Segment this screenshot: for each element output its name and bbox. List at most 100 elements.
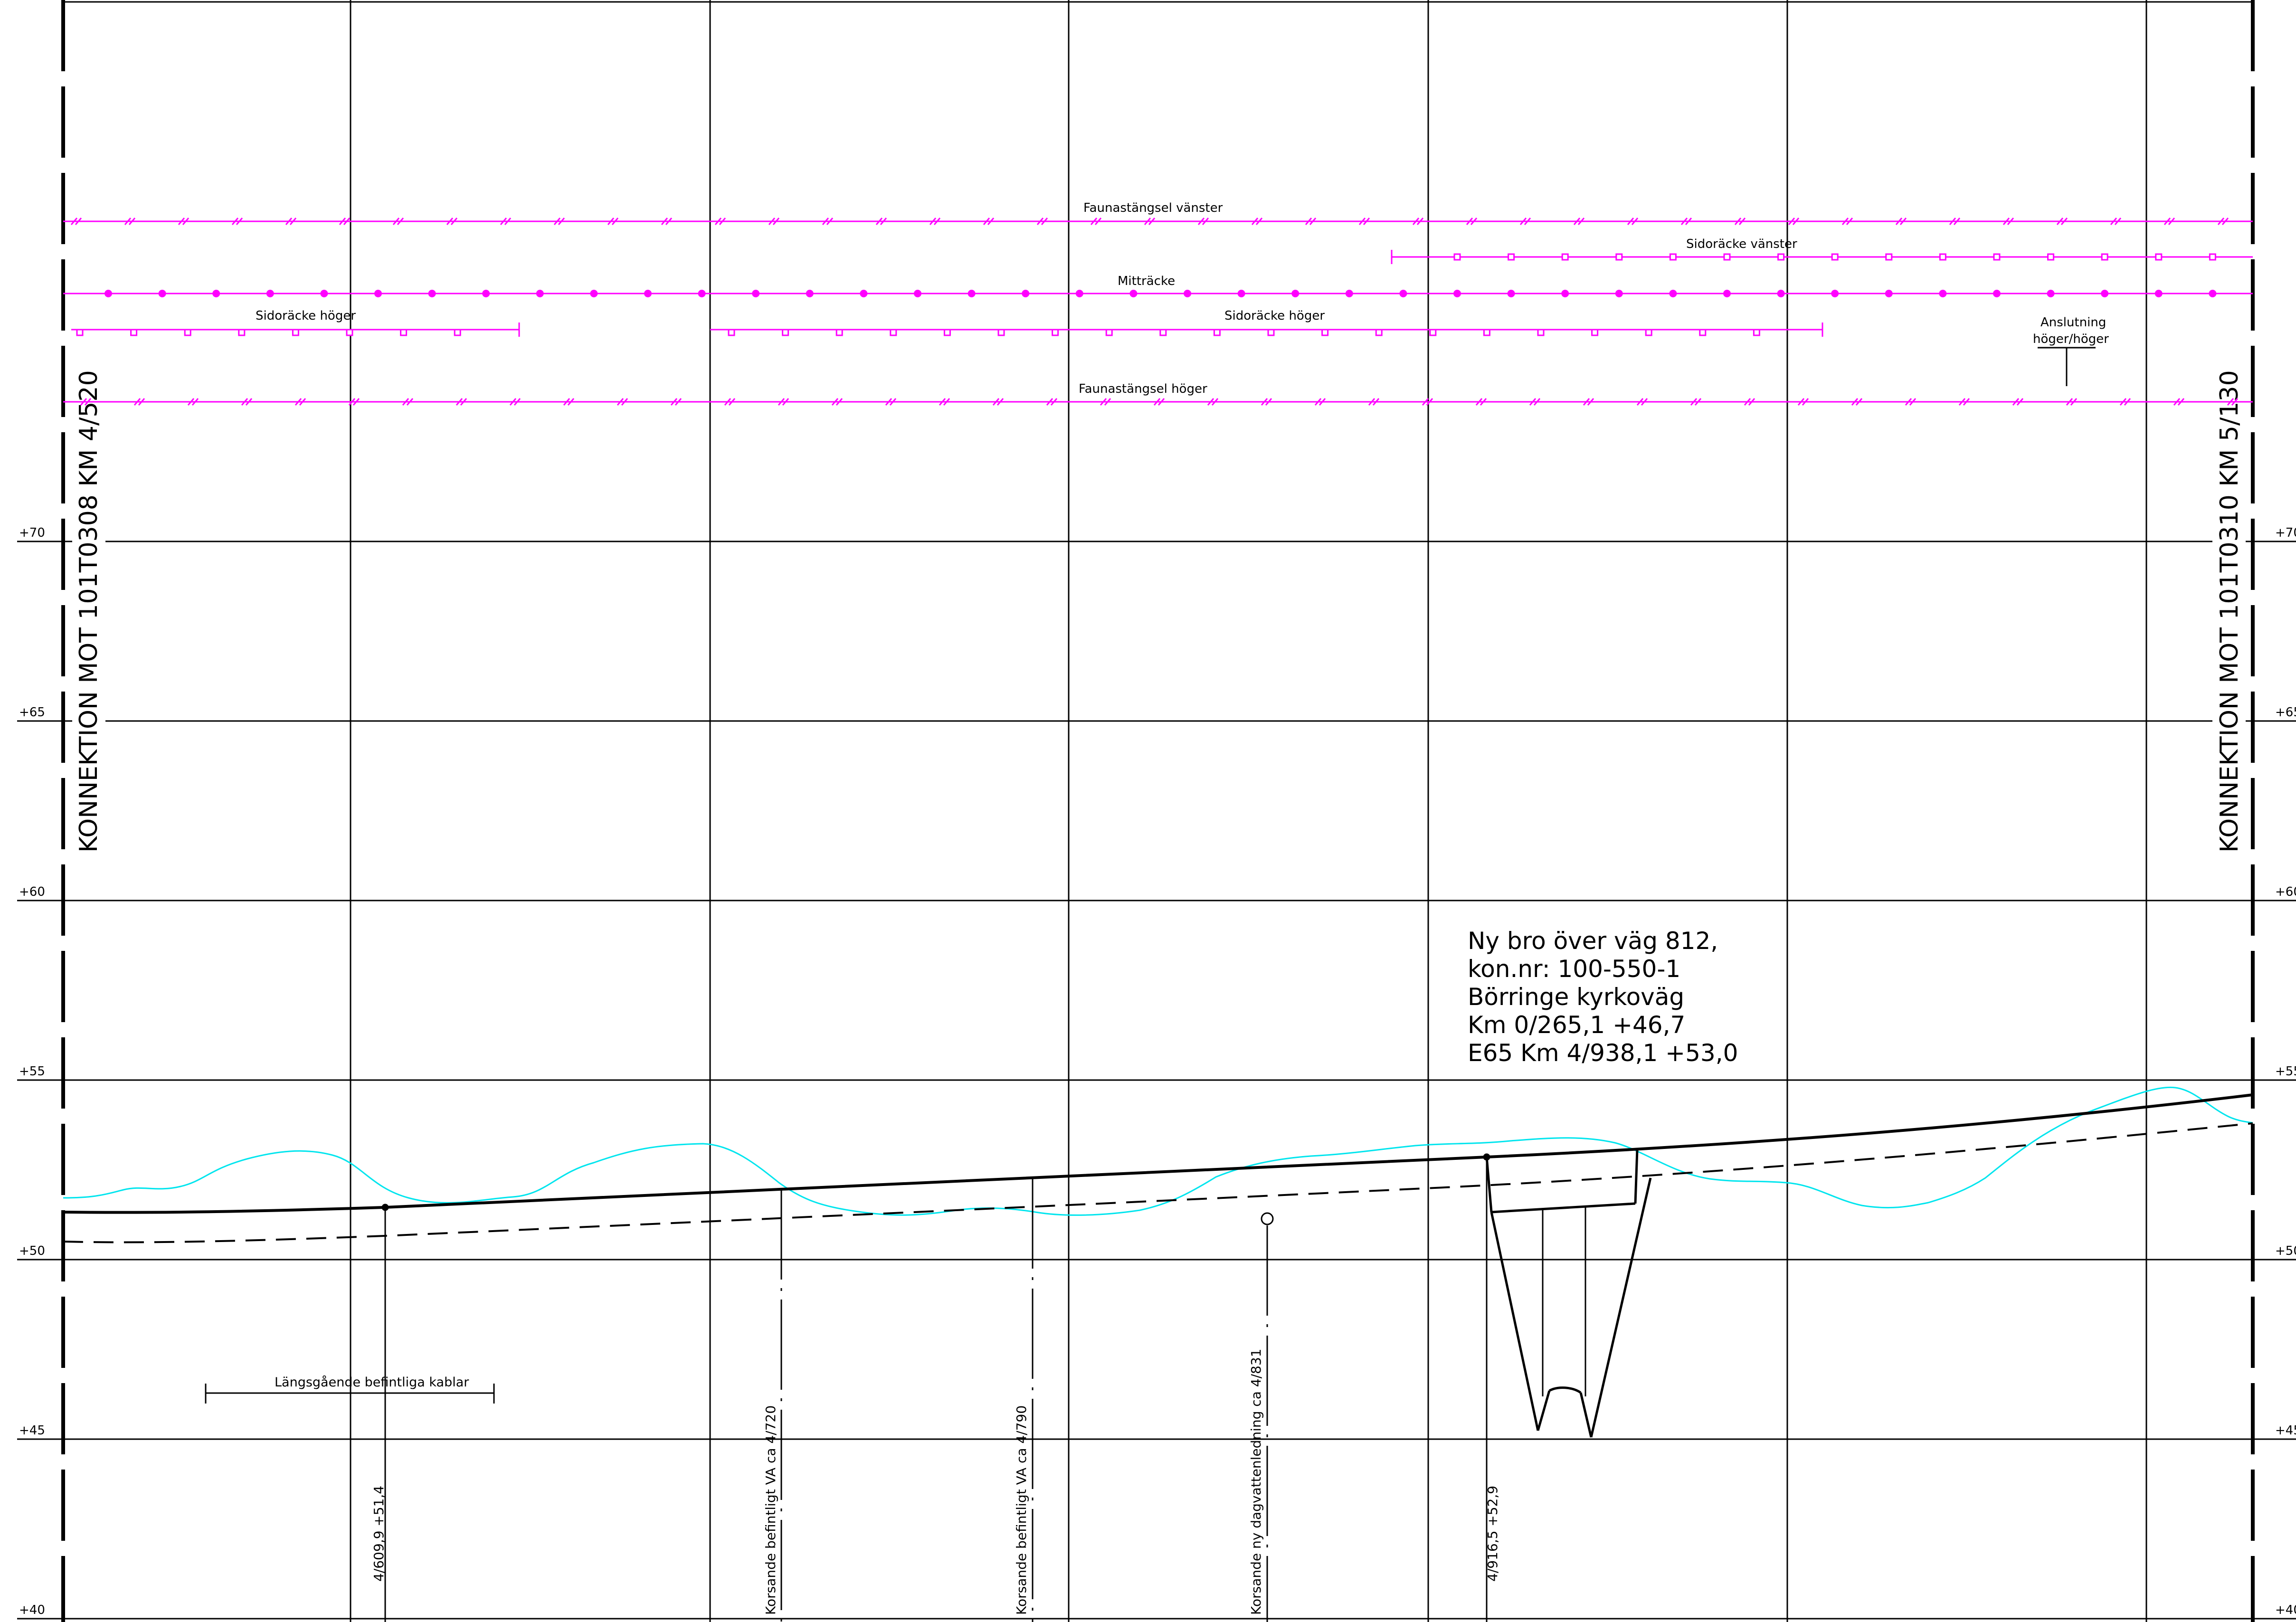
fence-hatch (2060, 218, 2068, 225)
fence-hatch (822, 218, 829, 225)
fence-hatch (124, 218, 132, 225)
median-rail-post (1075, 290, 1083, 297)
fence-hatch (1416, 218, 1424, 225)
fence-hatch (1261, 398, 1268, 406)
fence-hatch (348, 398, 356, 406)
fence-hatch (446, 218, 454, 225)
rail-post (292, 329, 299, 336)
median-rail-post (2154, 290, 2163, 297)
median-rail-post (1291, 290, 1300, 297)
fence-hatch (1738, 218, 1746, 225)
fence-hatch (2217, 218, 2225, 225)
rail-post (728, 329, 735, 336)
rail-post (346, 329, 353, 336)
elevation-label-left: +40 (19, 1603, 45, 1617)
rail-post (2047, 253, 2055, 261)
fence-hatch (831, 398, 839, 406)
rail-post (1508, 253, 1515, 261)
median-rail-post (1453, 290, 1461, 297)
fence-hatch (1744, 398, 1751, 406)
rail-post (184, 329, 191, 336)
fence-hatch (2110, 218, 2117, 225)
fence-hatch (2168, 218, 2175, 225)
fence-hatch (2114, 218, 2122, 225)
bridge-note-line-4: Km 0/265,1 +46,7 (1468, 1011, 1685, 1039)
rail-post (890, 329, 897, 336)
fence-hatch (231, 218, 239, 225)
fence-hatch (178, 218, 185, 225)
rail-post (943, 329, 951, 336)
elevation-label-right: +65 (2275, 705, 2296, 720)
fence-hatch (661, 218, 668, 225)
fence-hatch (778, 398, 785, 406)
fence-hatch (187, 398, 195, 406)
median-rail-post (320, 290, 328, 297)
road-equipment-plan (63, 218, 2253, 406)
fence-hatch (299, 398, 306, 406)
fence-hatch (2177, 398, 2185, 406)
fauna-fence-right-label: Faunastängsel höger (1079, 382, 1207, 396)
rail-post (1993, 253, 2001, 261)
connection-label-right: KONNEKTION MOT 101T0310 KM 5/130 (2215, 370, 2244, 853)
fence-hatch (70, 218, 78, 225)
existing-cables-marker (205, 1384, 495, 1404)
secondary-profile-line (63, 1122, 2253, 1243)
fence-hatch (1905, 398, 1912, 406)
fence-hatch (987, 218, 995, 225)
fence-hatch (1802, 398, 1809, 406)
fence-hatch (567, 398, 575, 406)
fence-hatch (1690, 398, 1698, 406)
fence-hatch (2227, 398, 2234, 406)
fence-hatch (1748, 398, 1755, 406)
median-rail-posts (104, 290, 2217, 297)
rail-post (1939, 253, 1946, 261)
fence-hatch (2066, 398, 2073, 406)
storm-pipe-marker (1261, 1212, 1274, 1225)
fence-hatch (929, 218, 937, 225)
elevation-label-left: +70 (19, 526, 45, 540)
label-mask (2212, 446, 2246, 864)
connection-rails-label-2: höger/höger (2033, 332, 2109, 346)
fence-hatch (1480, 398, 1487, 406)
fence-hatch (1631, 218, 1639, 225)
fence-hatch (128, 218, 136, 225)
fence-hatch (1524, 218, 1531, 225)
fence-hatch (1685, 218, 1692, 225)
elevation-label-left: +50 (19, 1244, 45, 1258)
fence-hatch (1792, 218, 1800, 225)
rail-post (1267, 329, 1275, 336)
rail-post (1561, 253, 1569, 261)
median-rail-post (158, 290, 166, 297)
fence-hatch (1412, 218, 1420, 225)
fence-hatch (1372, 398, 1380, 406)
rail-post (1375, 329, 1383, 336)
median-rail-post (644, 290, 652, 297)
rail-post (1052, 329, 1059, 336)
side-rail-right-label-1: Sidoräcke höger (256, 309, 356, 323)
point-4916-marker (1483, 1153, 1490, 1161)
fence-hatch (500, 218, 507, 225)
elevation-label-right: +40 (2275, 1603, 2296, 1617)
fence-hatch (1909, 398, 1916, 406)
fence-hatch (835, 398, 843, 406)
frame (61, 0, 2255, 1622)
median-rail-post (1669, 290, 1677, 297)
fence-hatch (138, 398, 145, 406)
fence-hatch (674, 398, 682, 406)
fence-hatch (84, 398, 92, 406)
fence-hatch (2119, 398, 2127, 406)
elevation-label-left: +55 (19, 1064, 45, 1079)
fence-hatch (1680, 218, 1688, 225)
median-rail-post (2101, 290, 2109, 297)
median-rail-post (482, 290, 490, 297)
fence-hatch (1314, 398, 1322, 406)
connection-rails-symbol (2038, 347, 2096, 386)
fence-hatch (406, 398, 414, 406)
fence-hatch (191, 398, 199, 406)
fence-hatch (1841, 218, 1849, 225)
fence-hatch (617, 398, 624, 406)
bridge-note-line-1: Ny bro över väg 812, (1468, 927, 1718, 955)
label-mask (72, 446, 105, 864)
elevation-label-left: +45 (19, 1423, 45, 1438)
side-rail-left-label: Sidoräcke vänster (1686, 237, 1797, 251)
